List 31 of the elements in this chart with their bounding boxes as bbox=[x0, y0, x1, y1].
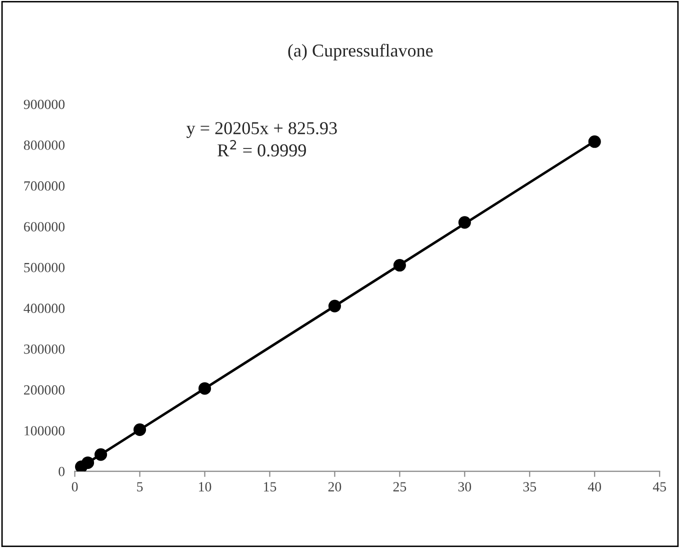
x-tick-label: 20 bbox=[328, 482, 342, 492]
y-tick-label: 300000 bbox=[24, 344, 65, 354]
y-tick-label: 400000 bbox=[24, 304, 65, 314]
point bbox=[458, 216, 471, 229]
chart-title: (a) Cupressuflavone bbox=[288, 44, 433, 60]
point bbox=[588, 135, 601, 148]
y-tick-label: 900000 bbox=[24, 100, 65, 110]
annotation: y = 20205x + 825.93 bbox=[186, 122, 337, 138]
y-tick-label: 600000 bbox=[24, 222, 65, 232]
x-tick-label: 0 bbox=[72, 482, 78, 492]
point bbox=[198, 382, 212, 395]
y-tick-label: 700000 bbox=[24, 181, 65, 191]
x-tick-label: 15 bbox=[264, 482, 276, 492]
x-tick-label: 45 bbox=[652, 482, 666, 492]
x-tick-label: 40 bbox=[588, 482, 602, 492]
x-tick-label: 5 bbox=[137, 482, 143, 492]
y-tick-label: 200000 bbox=[24, 385, 65, 395]
x-tick-label: 10 bbox=[199, 482, 212, 492]
y-tick-label: 800000 bbox=[24, 140, 65, 150]
point bbox=[393, 258, 406, 272]
x-tick-label: 25 bbox=[393, 482, 406, 492]
point bbox=[328, 300, 341, 312]
x-tick-label: 35 bbox=[523, 482, 536, 492]
point bbox=[134, 423, 146, 436]
y-tick-label: 500000 bbox=[24, 262, 65, 272]
annotation: R$^{2}$ = 0.9999 bbox=[218, 140, 306, 157]
point bbox=[82, 456, 94, 469]
y-tick-label: 0 bbox=[58, 466, 65, 476]
y-tick-label: 100000 bbox=[24, 426, 65, 436]
point bbox=[94, 448, 108, 461]
x-tick-label: 30 bbox=[458, 482, 472, 492]
